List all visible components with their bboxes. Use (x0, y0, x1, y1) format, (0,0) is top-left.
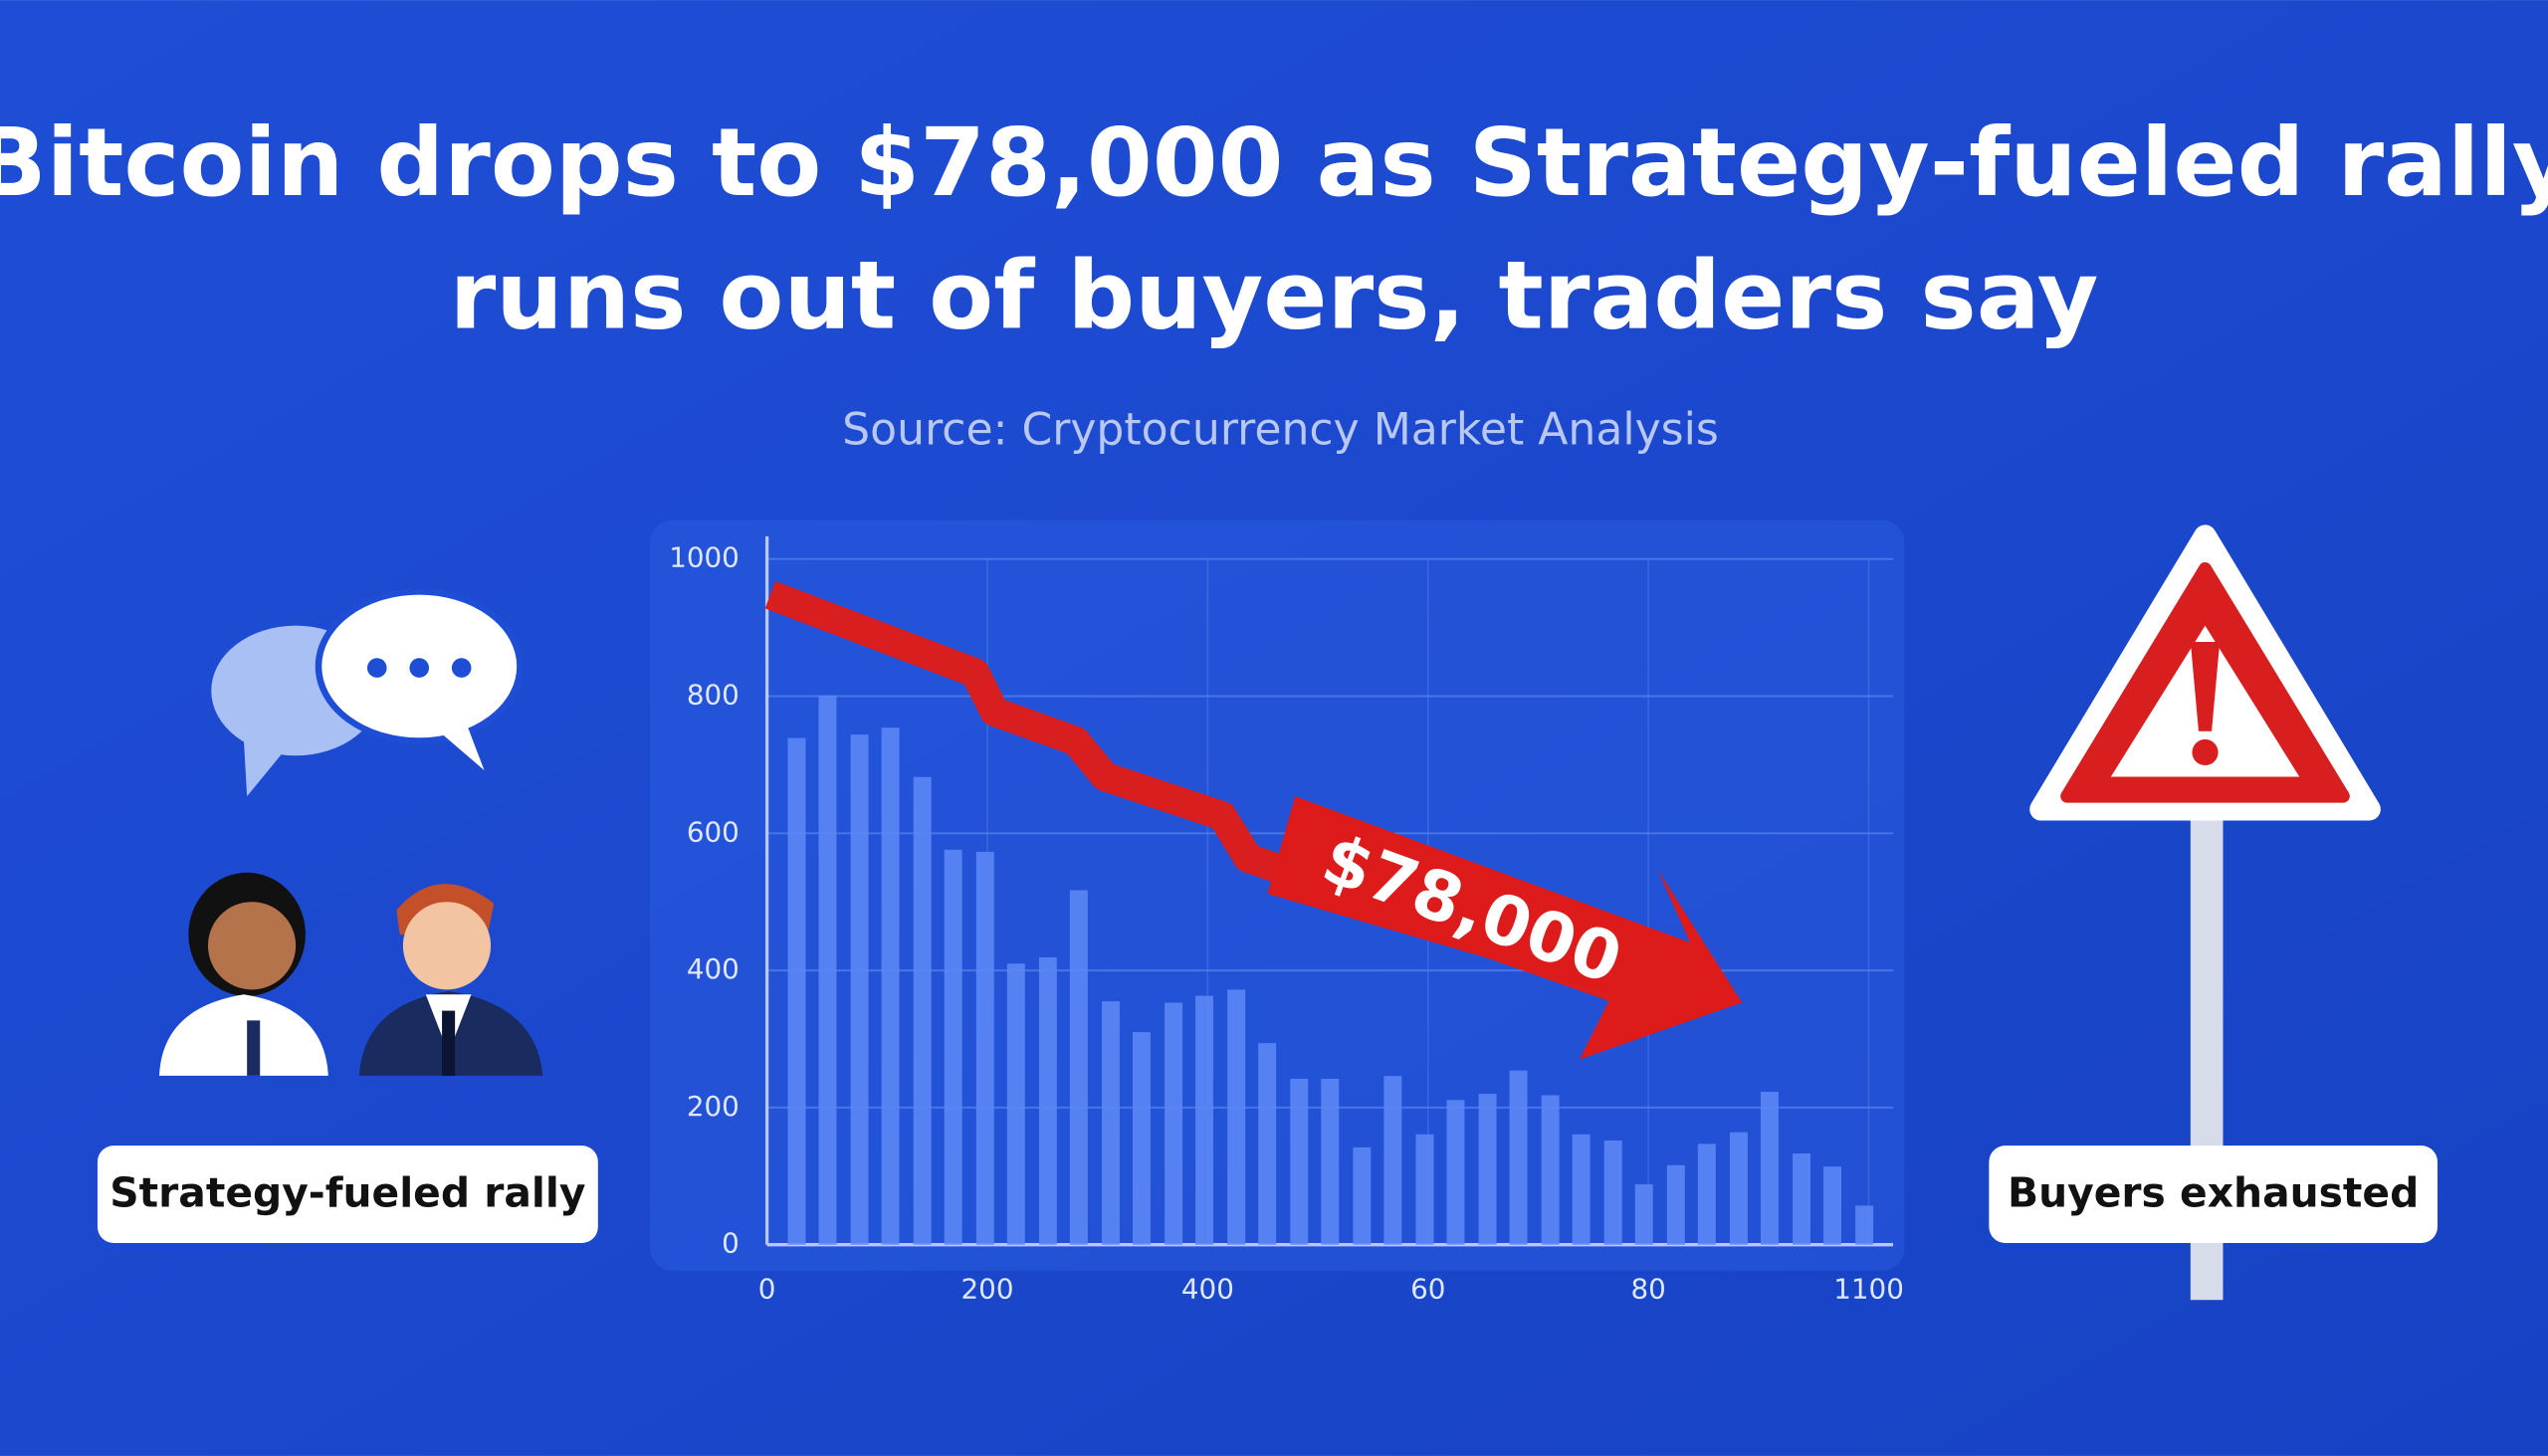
bar (1415, 1134, 1434, 1245)
x-tick-label: 0 (758, 1272, 776, 1305)
plot: 0 200 400 600 800 1000 0 200 400 60 80 1100 (669, 535, 1904, 1305)
bar (1478, 1094, 1497, 1245)
bar (1038, 957, 1057, 1245)
x-tick-label: 80 (1631, 1272, 1666, 1305)
speech-bubbles (211, 588, 524, 797)
y-tick-label: 400 (687, 952, 740, 985)
bar (944, 849, 962, 1245)
y-tick-label: 200 (687, 1090, 740, 1123)
bar (1195, 995, 1214, 1245)
bar (1132, 1032, 1151, 1245)
y-tick-label: 1000 (669, 541, 740, 574)
label-box (1989, 1145, 2438, 1244)
bar (1227, 989, 1246, 1245)
title-line: Bitcoin drops to $78,000 as Strategy-fue… (0, 108, 2548, 351)
bar (850, 734, 869, 1245)
bar (1069, 890, 1088, 1245)
left-label: Strategy-fueled rally (109, 1169, 585, 1217)
bar (1855, 1205, 1874, 1245)
bar (818, 695, 837, 1245)
bar (1290, 1078, 1309, 1245)
bar (1634, 1184, 1653, 1245)
bar (1446, 1100, 1465, 1245)
people (159, 872, 543, 1076)
subtitle: Source: Cryptocurrency Market Analysis (842, 404, 1719, 455)
bar (1353, 1146, 1372, 1245)
x-tick-label: 1100 (1833, 1272, 1904, 1305)
bar (1541, 1095, 1560, 1245)
y-tick-label: 600 (687, 815, 740, 848)
bar (1258, 1043, 1277, 1245)
bar (913, 776, 932, 1245)
bar (787, 737, 806, 1245)
bar (1165, 1002, 1183, 1245)
bar (975, 851, 994, 1245)
bar (1321, 1078, 1340, 1245)
x-tick-label: 60 (1410, 1272, 1445, 1305)
x-tick-label: 200 (961, 1272, 1014, 1305)
right-label: Buyers exhausted (2008, 1169, 2419, 1217)
bar (881, 728, 900, 1245)
y-tick-label: 800 (687, 678, 740, 711)
bar (1823, 1166, 1842, 1245)
y-tick-label: 0 (722, 1227, 740, 1260)
x-tick-label: 400 (1181, 1272, 1234, 1305)
bar (1101, 1001, 1120, 1245)
bar (1793, 1153, 1811, 1245)
bar (1383, 1076, 1402, 1245)
bar (1572, 1134, 1591, 1245)
bar (1666, 1164, 1685, 1245)
bar (1006, 963, 1025, 1245)
bar (1509, 1070, 1528, 1245)
bar (1760, 1092, 1779, 1245)
bar (1729, 1132, 1748, 1245)
label-box (97, 1145, 598, 1244)
bar (1697, 1144, 1716, 1245)
bar (1603, 1140, 1622, 1245)
